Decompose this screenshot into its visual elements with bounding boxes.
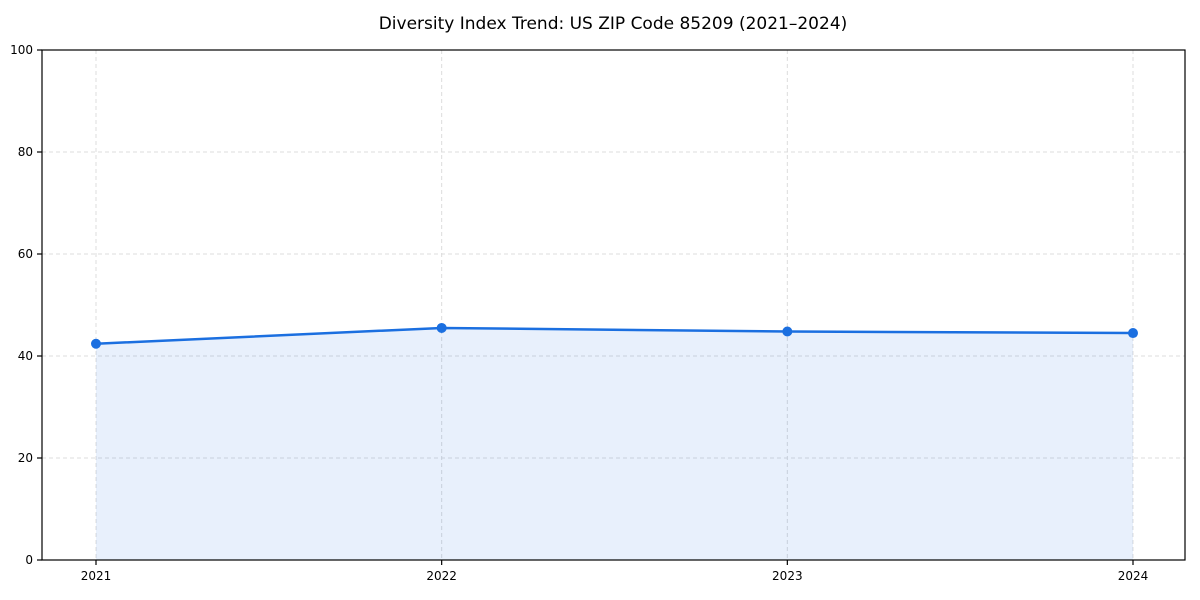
data-point[interactable]: [782, 326, 793, 337]
y-tick-label: 100: [10, 43, 33, 57]
chart-title: Diversity Index Trend: US ZIP Code 85209…: [379, 14, 848, 34]
data-point[interactable]: [436, 322, 447, 333]
x-tick-label: 2024: [1118, 569, 1149, 583]
series-line: [94, 326, 1135, 346]
plot-frame: [41, 49, 1186, 561]
x-tick-label: 2023: [772, 569, 803, 583]
data-layer: [91, 322, 1138, 560]
data-point[interactable]: [1128, 328, 1138, 339]
grid-layer: [42, 50, 1185, 560]
y-tick-label: 80: [18, 145, 33, 159]
data-point[interactable]: [91, 338, 101, 349]
axis-layer: 0 20 40 60 80 100 2021 2022 2023 2024: [10, 43, 1186, 583]
y-tick-label: 20: [18, 451, 33, 465]
y-tick-label: 0: [25, 553, 33, 567]
y-tick-label: 40: [18, 349, 33, 363]
x-tick-label: 2021: [81, 569, 112, 583]
series-area-fill: [96, 327, 1133, 560]
y-tick-label: 60: [18, 247, 33, 261]
x-tick-label: 2022: [426, 569, 457, 583]
